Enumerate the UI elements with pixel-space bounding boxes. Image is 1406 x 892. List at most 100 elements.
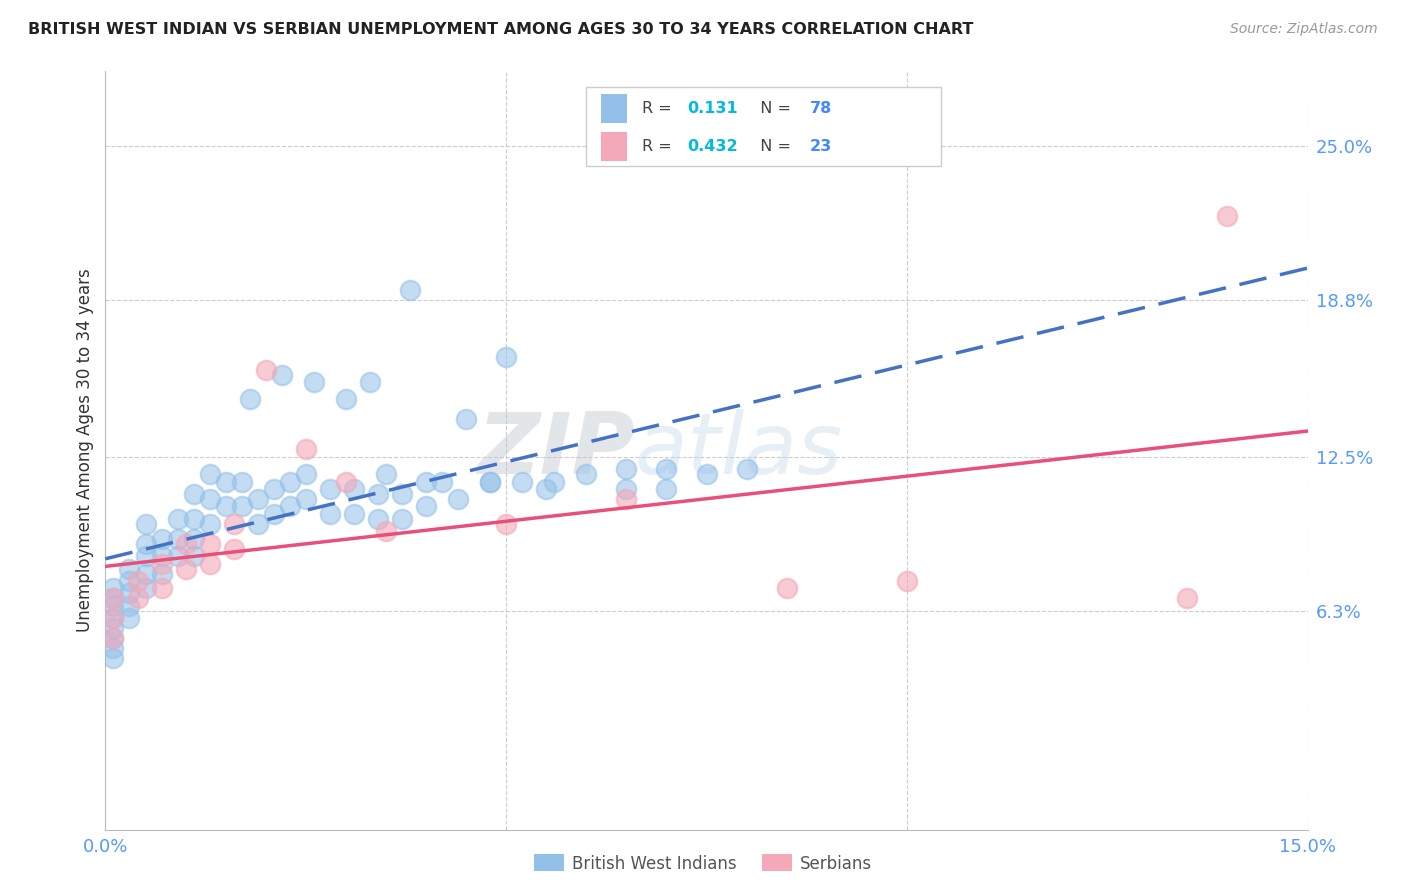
Point bbox=[263, 507, 285, 521]
Point bbox=[231, 500, 253, 514]
Point bbox=[278, 500, 301, 514]
Point bbox=[198, 516, 221, 531]
Point bbox=[198, 467, 221, 481]
Point bbox=[135, 549, 157, 563]
Point bbox=[127, 591, 149, 606]
Text: N =: N = bbox=[749, 102, 796, 116]
Point bbox=[103, 631, 125, 645]
Y-axis label: Unemployment Among Ages 30 to 34 years: Unemployment Among Ages 30 to 34 years bbox=[76, 268, 94, 632]
Point bbox=[103, 591, 125, 606]
Point bbox=[510, 475, 533, 489]
Point bbox=[174, 561, 197, 575]
Point bbox=[214, 475, 236, 489]
Point bbox=[896, 574, 918, 588]
Point bbox=[118, 611, 141, 625]
Point bbox=[616, 482, 638, 496]
Point bbox=[150, 582, 173, 596]
Point bbox=[118, 586, 141, 600]
Point bbox=[263, 482, 285, 496]
Point bbox=[375, 467, 398, 481]
Point bbox=[174, 537, 197, 551]
Point bbox=[575, 467, 598, 481]
Point bbox=[198, 557, 221, 571]
Point bbox=[447, 491, 470, 506]
Point bbox=[456, 412, 478, 426]
Point bbox=[1177, 591, 1199, 606]
Point bbox=[430, 475, 453, 489]
Point bbox=[367, 512, 389, 526]
Point bbox=[166, 512, 188, 526]
Point bbox=[150, 557, 173, 571]
FancyBboxPatch shape bbox=[586, 87, 941, 166]
Bar bbox=[600, 132, 627, 161]
Legend: British West Indians, Serbians: British West Indians, Serbians bbox=[527, 847, 879, 880]
Point bbox=[319, 507, 342, 521]
Point bbox=[278, 475, 301, 489]
Point bbox=[135, 537, 157, 551]
Point bbox=[166, 532, 188, 546]
Point bbox=[479, 475, 502, 489]
Text: atlas: atlas bbox=[634, 409, 842, 492]
Point bbox=[375, 524, 398, 539]
Point bbox=[183, 487, 205, 501]
Text: BRITISH WEST INDIAN VS SERBIAN UNEMPLOYMENT AMONG AGES 30 TO 34 YEARS CORRELATIO: BRITISH WEST INDIAN VS SERBIAN UNEMPLOYM… bbox=[28, 22, 973, 37]
Point bbox=[295, 491, 318, 506]
Point bbox=[335, 392, 357, 407]
Point bbox=[103, 582, 125, 596]
Point bbox=[246, 516, 269, 531]
Point bbox=[118, 561, 141, 575]
Point bbox=[536, 482, 558, 496]
Text: Source: ZipAtlas.com: Source: ZipAtlas.com bbox=[1230, 22, 1378, 37]
Point bbox=[735, 462, 758, 476]
Point bbox=[415, 475, 437, 489]
Point bbox=[495, 516, 517, 531]
Point bbox=[150, 566, 173, 581]
Point bbox=[335, 475, 357, 489]
Point bbox=[103, 611, 125, 625]
Point bbox=[103, 611, 125, 625]
Point bbox=[150, 549, 173, 563]
Point bbox=[103, 651, 125, 665]
Point bbox=[246, 491, 269, 506]
Point bbox=[103, 631, 125, 645]
Point bbox=[295, 442, 318, 457]
Point bbox=[183, 549, 205, 563]
Point bbox=[343, 507, 366, 521]
Point bbox=[399, 283, 422, 297]
Point bbox=[479, 475, 502, 489]
Point bbox=[103, 641, 125, 656]
Point bbox=[150, 532, 173, 546]
Point bbox=[222, 516, 245, 531]
Point bbox=[135, 566, 157, 581]
Bar bbox=[600, 95, 627, 123]
Point bbox=[302, 375, 325, 389]
Point bbox=[776, 582, 799, 596]
Point bbox=[495, 350, 517, 364]
Text: 78: 78 bbox=[810, 102, 832, 116]
Text: 23: 23 bbox=[810, 139, 832, 153]
Point bbox=[103, 591, 125, 606]
Point bbox=[183, 512, 205, 526]
Point bbox=[166, 549, 188, 563]
Point bbox=[231, 475, 253, 489]
Text: 0.432: 0.432 bbox=[688, 139, 738, 153]
Point bbox=[655, 462, 678, 476]
Point bbox=[198, 537, 221, 551]
Point bbox=[391, 512, 413, 526]
Point bbox=[391, 487, 413, 501]
Point bbox=[343, 482, 366, 496]
Point bbox=[270, 368, 292, 382]
Point bbox=[239, 392, 262, 407]
Point bbox=[118, 599, 141, 613]
Point bbox=[214, 500, 236, 514]
Point bbox=[415, 500, 437, 514]
Text: ZIP: ZIP bbox=[477, 409, 634, 492]
Point bbox=[254, 362, 277, 376]
Point bbox=[118, 574, 141, 588]
Point bbox=[295, 467, 318, 481]
Point bbox=[1216, 209, 1239, 223]
Point bbox=[103, 599, 125, 613]
Point bbox=[696, 467, 718, 481]
Point bbox=[367, 487, 389, 501]
Point bbox=[616, 491, 638, 506]
